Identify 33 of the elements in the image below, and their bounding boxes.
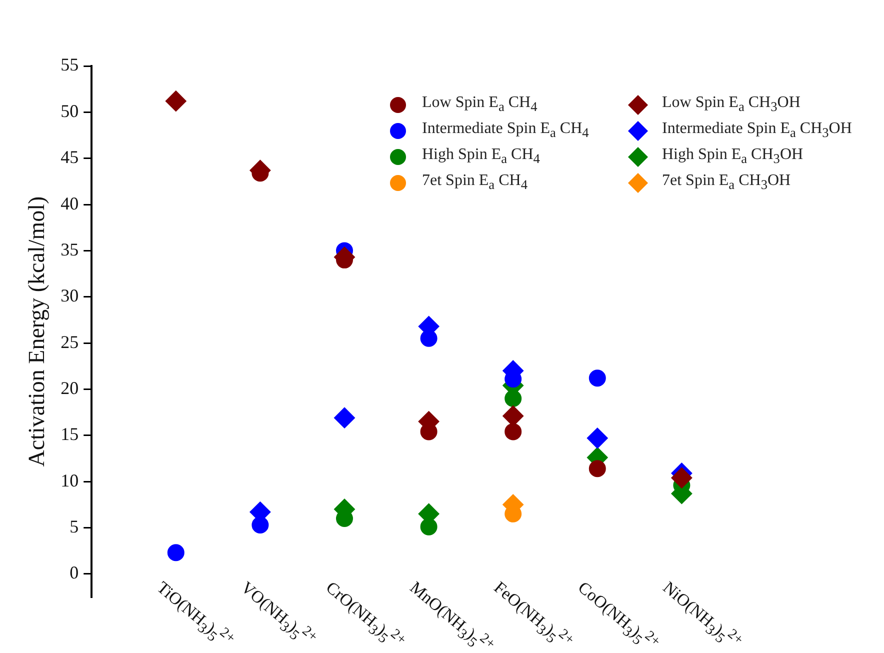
point [165,90,186,112]
y-tick-label: 35 [60,239,79,260]
point [588,460,606,478]
legend-label: 7et Spin E$_{a}$ CH$_{3}$OH [662,172,791,194]
y-tick-label: 20 [60,378,79,398]
legend-label: Intermediate Spin E$_{a}$ CH$_{4}$ [422,120,589,142]
point [586,428,608,449]
legend-label: Intermediate Spin E$_{a}$ CH$_{3}$OH [662,120,852,142]
point [334,407,355,428]
point [504,423,522,440]
legend-label: High Spin E$_{a}$ CH$_{3}$OH [662,146,804,168]
point [252,516,269,534]
point [167,544,184,562]
legend-label: 7et Spin E$_{a}$ CH$_{4}$ [422,172,528,194]
point [671,467,692,488]
point [588,370,606,387]
y-axis-title: Activation Energy (kcal/mol) [24,196,49,467]
y-tick-label: 10 [60,470,79,490]
y-tick-label: 0 [70,562,79,583]
y-tick-label: 25 [60,332,79,352]
y-tick-label: 55 [60,54,79,75]
y-tick-label: 40 [60,193,79,214]
y-tick-label: 45 [60,147,79,168]
legend-label: High Spin E$_{a}$ CH$_{4}$ [422,146,540,168]
point [504,390,522,407]
legend-label: Low Spin E$_{a}$ CH$_{3}$OH [662,94,800,116]
point [420,330,438,347]
legend-label: Low Spin E$_{a}$ CH$_{4}$ [422,94,538,116]
y-tick-label: 15 [60,424,79,444]
point [420,518,438,536]
y-tick-label: 50 [60,100,79,121]
y-tick-label: 5 [70,516,79,536]
y-tick-label: 30 [60,286,79,306]
